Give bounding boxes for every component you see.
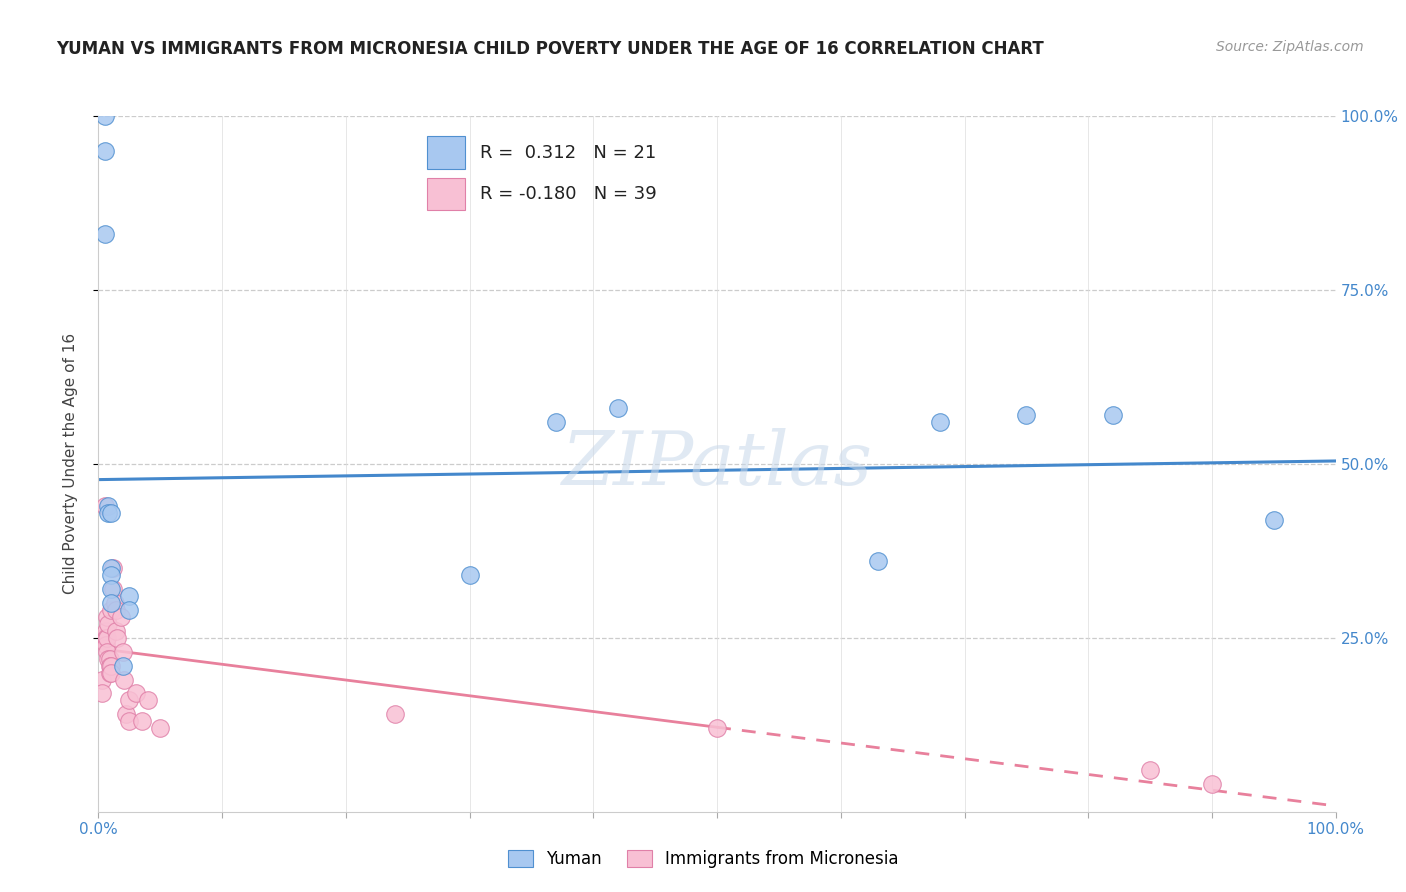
Point bbox=[93, 227, 115, 242]
Text: R = -0.180   N = 39: R = -0.180 N = 39 bbox=[479, 185, 657, 202]
Point bbox=[98, 665, 121, 680]
Point bbox=[928, 415, 950, 429]
Point bbox=[118, 714, 141, 729]
Point bbox=[104, 624, 127, 638]
Point bbox=[1015, 408, 1038, 422]
Point bbox=[100, 596, 122, 610]
Point bbox=[94, 631, 117, 645]
Point bbox=[118, 589, 141, 603]
Point bbox=[384, 707, 406, 722]
Point bbox=[112, 645, 135, 659]
Point bbox=[131, 714, 153, 729]
Point bbox=[96, 610, 118, 624]
Point bbox=[112, 658, 135, 673]
Point bbox=[100, 568, 122, 582]
Point bbox=[96, 631, 118, 645]
Point bbox=[96, 645, 118, 659]
Point bbox=[91, 673, 114, 687]
Point bbox=[97, 499, 120, 513]
Point bbox=[118, 603, 141, 617]
Point bbox=[100, 603, 122, 617]
Point bbox=[93, 144, 115, 158]
Point bbox=[93, 631, 115, 645]
Point bbox=[93, 631, 115, 645]
Point bbox=[546, 415, 568, 429]
Text: YUMAN VS IMMIGRANTS FROM MICRONESIA CHILD POVERTY UNDER THE AGE OF 16 CORRELATIO: YUMAN VS IMMIGRANTS FROM MICRONESIA CHIL… bbox=[56, 40, 1045, 58]
Point bbox=[100, 582, 122, 596]
Point bbox=[103, 596, 125, 610]
Point bbox=[114, 707, 136, 722]
Point bbox=[104, 603, 127, 617]
Point bbox=[458, 568, 481, 582]
Point bbox=[91, 686, 114, 700]
Point bbox=[93, 109, 115, 123]
Point bbox=[149, 721, 172, 735]
Point bbox=[100, 665, 122, 680]
Point bbox=[97, 651, 120, 665]
Point bbox=[98, 651, 121, 665]
Point bbox=[124, 686, 146, 700]
Point bbox=[94, 638, 117, 652]
Text: R =  0.312   N = 21: R = 0.312 N = 21 bbox=[479, 144, 657, 161]
Point bbox=[110, 610, 132, 624]
Point bbox=[1201, 777, 1223, 791]
Point bbox=[100, 561, 122, 575]
Point bbox=[118, 693, 141, 707]
Point bbox=[93, 499, 115, 513]
FancyBboxPatch shape bbox=[426, 178, 465, 210]
Point bbox=[607, 401, 630, 416]
Point bbox=[1102, 408, 1125, 422]
Y-axis label: Child Poverty Under the Age of 16: Child Poverty Under the Age of 16 bbox=[63, 334, 77, 594]
Point bbox=[706, 721, 728, 735]
Point bbox=[100, 658, 122, 673]
Point bbox=[97, 616, 120, 631]
Point bbox=[100, 506, 122, 520]
Point bbox=[1139, 763, 1161, 777]
Legend: Yuman, Immigrants from Micronesia: Yuman, Immigrants from Micronesia bbox=[501, 843, 905, 875]
Point bbox=[98, 658, 121, 673]
Point bbox=[1263, 512, 1285, 526]
Point bbox=[105, 631, 128, 645]
Point bbox=[97, 506, 120, 520]
FancyBboxPatch shape bbox=[426, 136, 465, 169]
Point bbox=[136, 693, 159, 707]
Point bbox=[94, 624, 117, 638]
Point bbox=[112, 673, 135, 687]
Text: ZIPatlas: ZIPatlas bbox=[561, 427, 873, 500]
Point bbox=[866, 554, 889, 568]
Point bbox=[103, 561, 125, 575]
Point bbox=[103, 582, 125, 596]
Text: Source: ZipAtlas.com: Source: ZipAtlas.com bbox=[1216, 40, 1364, 54]
